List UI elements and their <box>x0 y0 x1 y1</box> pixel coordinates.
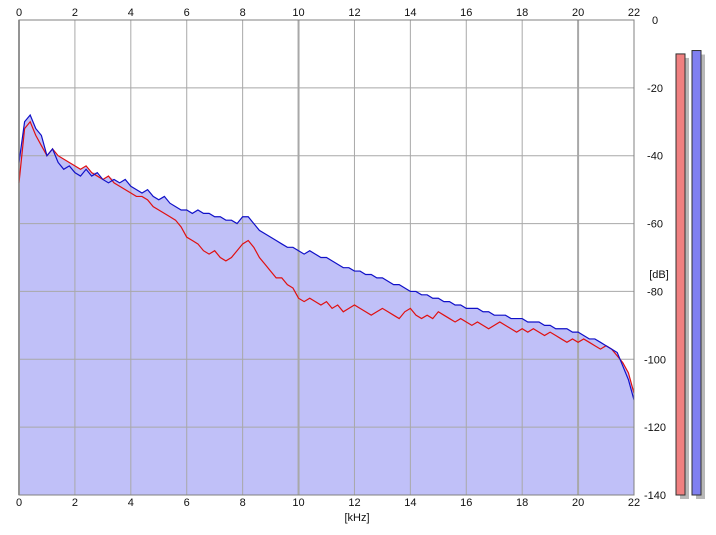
y-tick-label: -100 <box>644 354 666 366</box>
x-tick-label-bottom: 16 <box>460 497 472 509</box>
y-tick-label: -60 <box>647 219 663 231</box>
series-line-1 <box>18 120 635 394</box>
x-tick-label-top: 8 <box>240 7 246 19</box>
x-tick-labels-top: 0 2 4 6 8 10 12 14 16 18 20 22 <box>16 7 640 19</box>
level-meter-bar <box>691 50 702 496</box>
x-tick-label-top: 2 <box>72 7 78 19</box>
x-tick-label-top: 4 <box>128 7 134 19</box>
x-tick-labels-bottom: 0 2 4 6 8 10 12 14 16 18 20 22 <box>16 497 640 509</box>
spectrum-fill-layer <box>19 115 634 495</box>
x-tick-label-top: 20 <box>572 7 584 19</box>
y-tick-label: -140 <box>644 490 666 502</box>
x-tick-label-bottom: 0 <box>16 497 22 509</box>
y-tick-label: 0 <box>652 15 658 27</box>
x-tick-label-bottom: 10 <box>292 497 304 509</box>
x-tick-label-bottom: 14 <box>404 497 416 509</box>
y-tick-label: -80 <box>647 286 663 298</box>
x-tick-label-top: 22 <box>628 7 640 19</box>
x-tick-label-top: 0 <box>16 7 22 19</box>
x-tick-label-bottom: 4 <box>128 497 134 509</box>
x-tick-label-top: 18 <box>516 7 528 19</box>
x-tick-label-bottom: 20 <box>572 497 584 509</box>
plot-frame <box>18 19 635 496</box>
y-tick-labels: 0 -20 -40 -60 -80 -100 -120 -140 <box>644 15 666 502</box>
x-tick-label-bottom: 22 <box>628 497 640 509</box>
series-layer <box>18 113 635 401</box>
x-tick-label-bottom: 8 <box>240 497 246 509</box>
level-meter-bar <box>675 53 686 496</box>
y-tick-label: -40 <box>647 151 663 163</box>
series-line-2 <box>18 113 635 401</box>
x-tick-label-bottom: 6 <box>184 497 190 509</box>
y-tick-label: -120 <box>644 422 666 434</box>
level-meters <box>675 50 705 500</box>
y-axis-label: [dB] <box>649 269 669 281</box>
x-axis-label: [kHz] <box>344 512 369 524</box>
x-tick-label-bottom: 18 <box>516 497 528 509</box>
x-tick-label-top: 6 <box>184 7 190 19</box>
y-tick-label: -20 <box>647 83 663 95</box>
x-tick-label-top: 16 <box>460 7 472 19</box>
x-tick-label-bottom: 2 <box>72 497 78 509</box>
x-tick-label-top: 12 <box>348 7 360 19</box>
x-tick-label-top: 10 <box>292 7 304 19</box>
spectrum-area <box>19 115 634 495</box>
x-tick-label-top: 14 <box>404 7 416 19</box>
x-tick-label-bottom: 12 <box>348 497 360 509</box>
